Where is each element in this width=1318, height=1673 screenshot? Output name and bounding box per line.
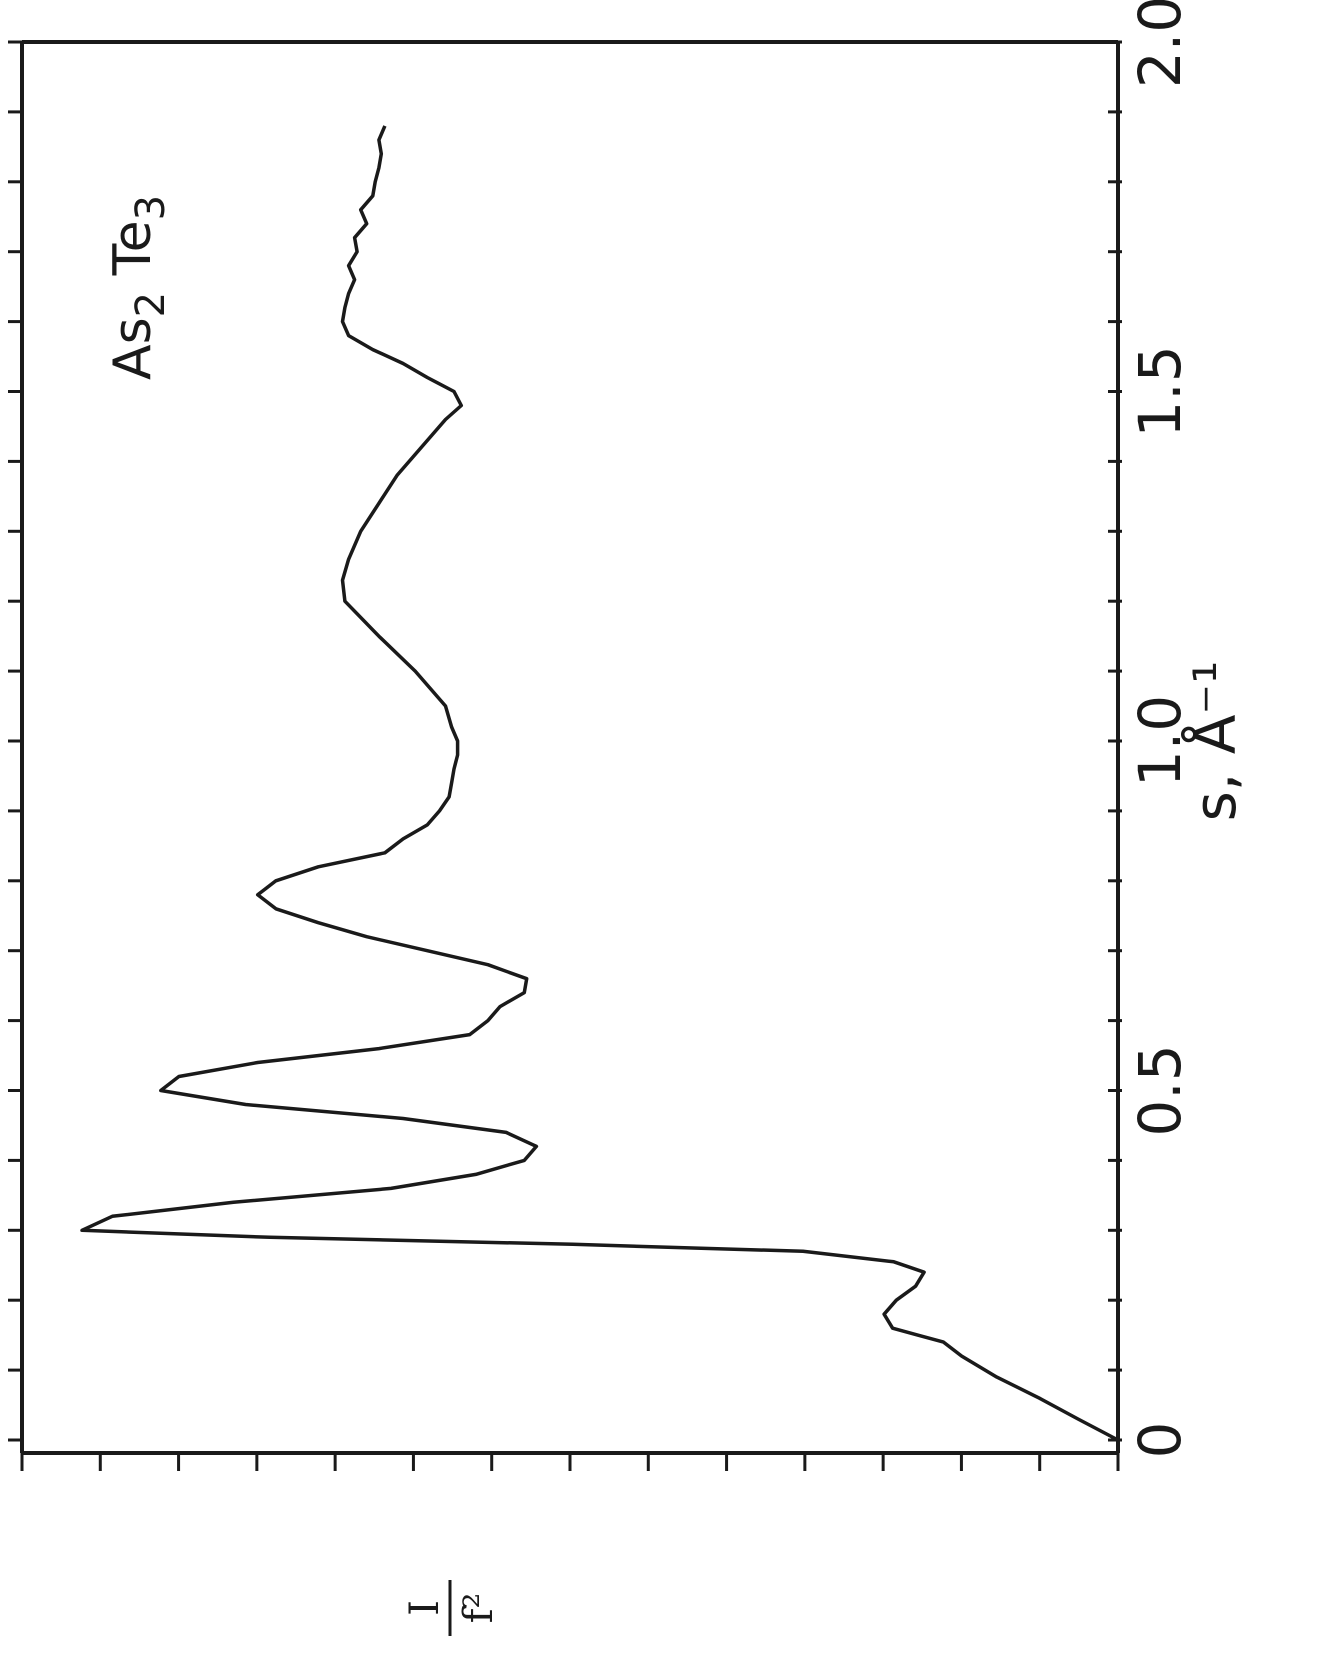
x-tick-label: 1.0	[1126, 695, 1194, 787]
title-as: As	[103, 317, 163, 380]
title-te: Te	[103, 220, 163, 291]
y-axis-title-numerator: I	[402, 1600, 448, 1616]
title-sub-2: 2	[128, 292, 174, 317]
title-sub-3: 3	[128, 195, 174, 220]
x-axis-ticks	[8, 40, 1122, 1442]
y-axis-title-denominator: f²	[456, 1593, 502, 1624]
x-tick-label: 0.5	[1126, 1044, 1194, 1136]
y-axis-ticks	[20, 1453, 1120, 1471]
x-tick-label: 2.0	[1126, 0, 1194, 88]
plot-frame	[20, 40, 1120, 1455]
x-tick-label: 0	[1126, 1422, 1194, 1459]
series-line	[80, 125, 1119, 1442]
x-tick-labels: 0 0.5 1.0 1.5 2.0	[1126, 0, 1194, 1458]
data-series	[80, 125, 1119, 1442]
x-tick-label: 1.5	[1126, 345, 1194, 437]
y-axis-title: I f²	[402, 1580, 502, 1636]
plot-title: As2 Te3	[103, 195, 174, 380]
x-axis-title: s, Å⁻¹	[1180, 661, 1249, 822]
